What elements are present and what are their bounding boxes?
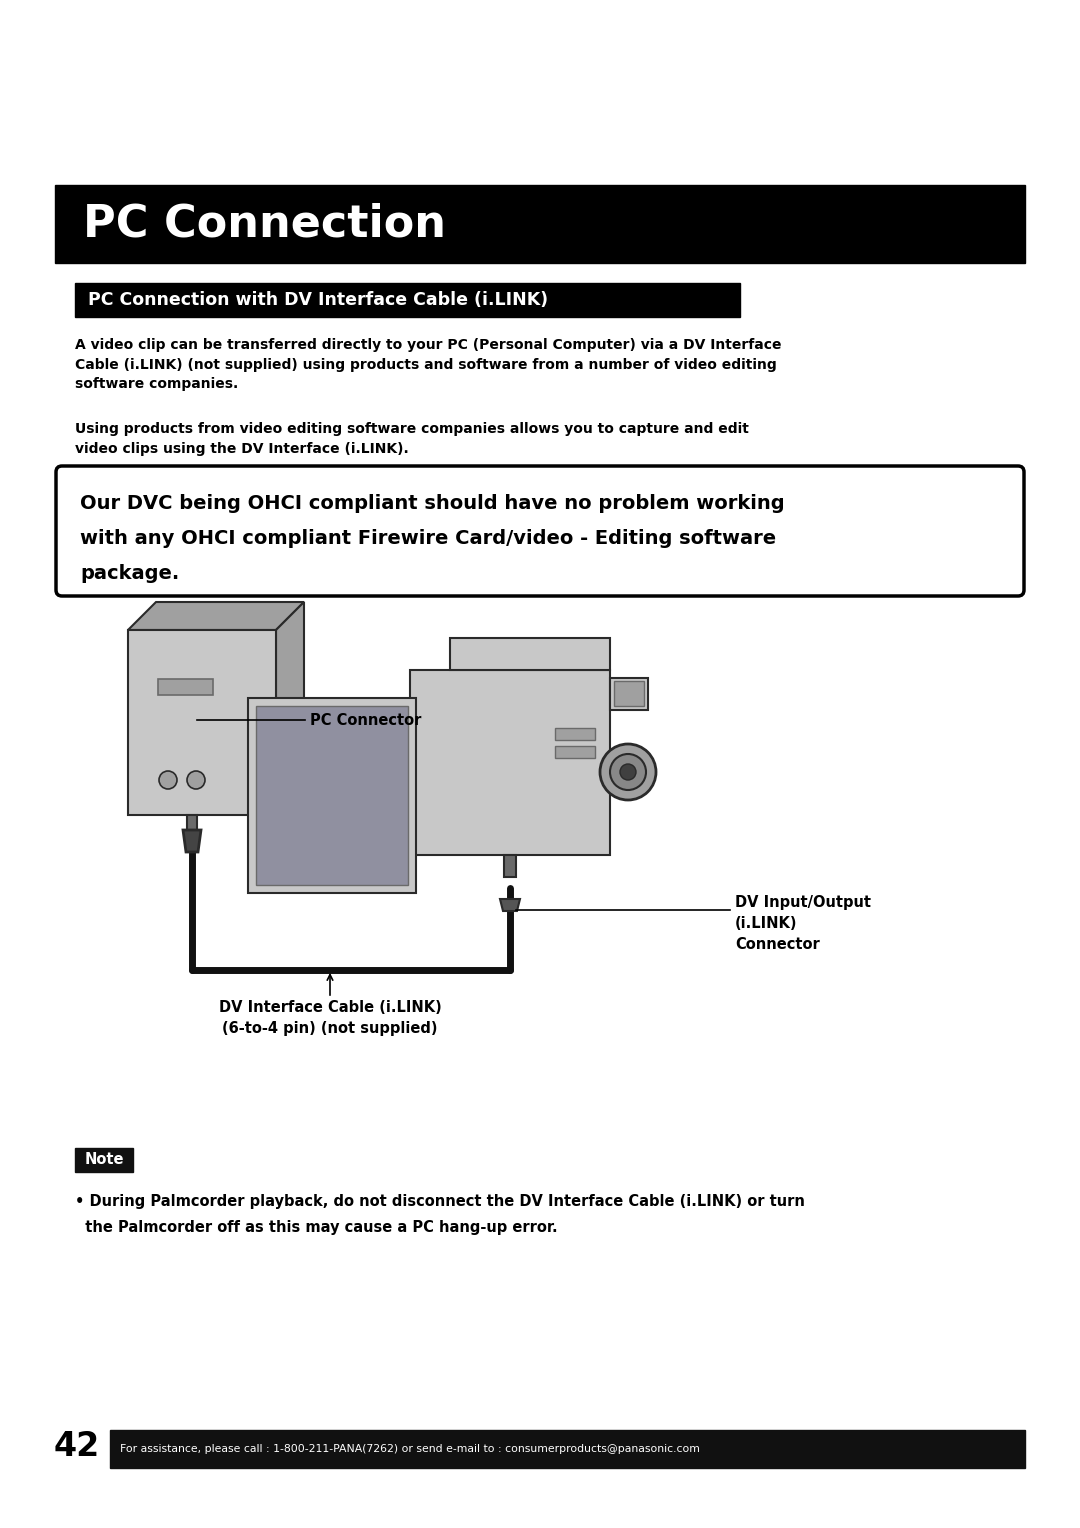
Bar <box>504 856 516 877</box>
Bar <box>248 698 416 892</box>
FancyBboxPatch shape <box>56 466 1024 596</box>
Bar <box>256 706 408 885</box>
Bar <box>55 185 1025 263</box>
Text: A video clip can be transferred directly to your PC (Personal Computer) via a DV: A video clip can be transferred directly… <box>75 338 782 391</box>
Bar <box>75 1148 133 1172</box>
Polygon shape <box>129 602 303 630</box>
Bar <box>555 727 595 740</box>
Text: PC Connector: PC Connector <box>310 712 421 727</box>
Text: with any OHCI compliant Firewire Card/video - Editing software: with any OHCI compliant Firewire Card/vi… <box>80 529 777 549</box>
Bar <box>410 669 610 856</box>
Bar <box>555 746 595 758</box>
Text: PC Connection: PC Connection <box>83 203 446 246</box>
Polygon shape <box>183 830 201 853</box>
Bar <box>75 283 740 316</box>
Text: Our DVC being OHCI compliant should have no problem working: Our DVC being OHCI compliant should have… <box>80 494 785 513</box>
Circle shape <box>187 772 205 788</box>
Polygon shape <box>500 898 519 911</box>
Bar <box>615 681 644 706</box>
Circle shape <box>600 744 656 801</box>
Bar <box>129 630 276 814</box>
Bar <box>158 678 213 695</box>
Bar <box>187 814 197 845</box>
Circle shape <box>159 772 177 788</box>
Circle shape <box>610 753 646 790</box>
Bar <box>610 678 648 711</box>
Text: Using products from video editing software companies allows you to capture and e: Using products from video editing softwa… <box>75 422 748 455</box>
Text: PC Connection with DV Interface Cable (i.LINK): PC Connection with DV Interface Cable (i… <box>87 290 549 309</box>
Circle shape <box>620 764 636 779</box>
Bar <box>110 1430 1025 1468</box>
Text: For assistance, please call : 1-800-211-PANA(7262) or send e-mail to : consumerp: For assistance, please call : 1-800-211-… <box>120 1444 700 1455</box>
Text: the Palmcorder off as this may cause a PC hang-up error.: the Palmcorder off as this may cause a P… <box>75 1219 557 1235</box>
Text: DV Interface Cable (i.LINK)
(6-to-4 pin) (not supplied): DV Interface Cable (i.LINK) (6-to-4 pin)… <box>218 999 442 1036</box>
Text: DV Input/Output
(i.LINK)
Connector: DV Input/Output (i.LINK) Connector <box>735 895 870 952</box>
Text: 42: 42 <box>54 1430 100 1464</box>
Polygon shape <box>276 602 303 814</box>
Text: • During Palmcorder playback, do not disconnect the DV Interface Cable (i.LINK) : • During Palmcorder playback, do not dis… <box>75 1193 805 1209</box>
Text: package.: package. <box>80 564 179 584</box>
Text: Note: Note <box>84 1152 124 1167</box>
Bar <box>450 639 610 669</box>
